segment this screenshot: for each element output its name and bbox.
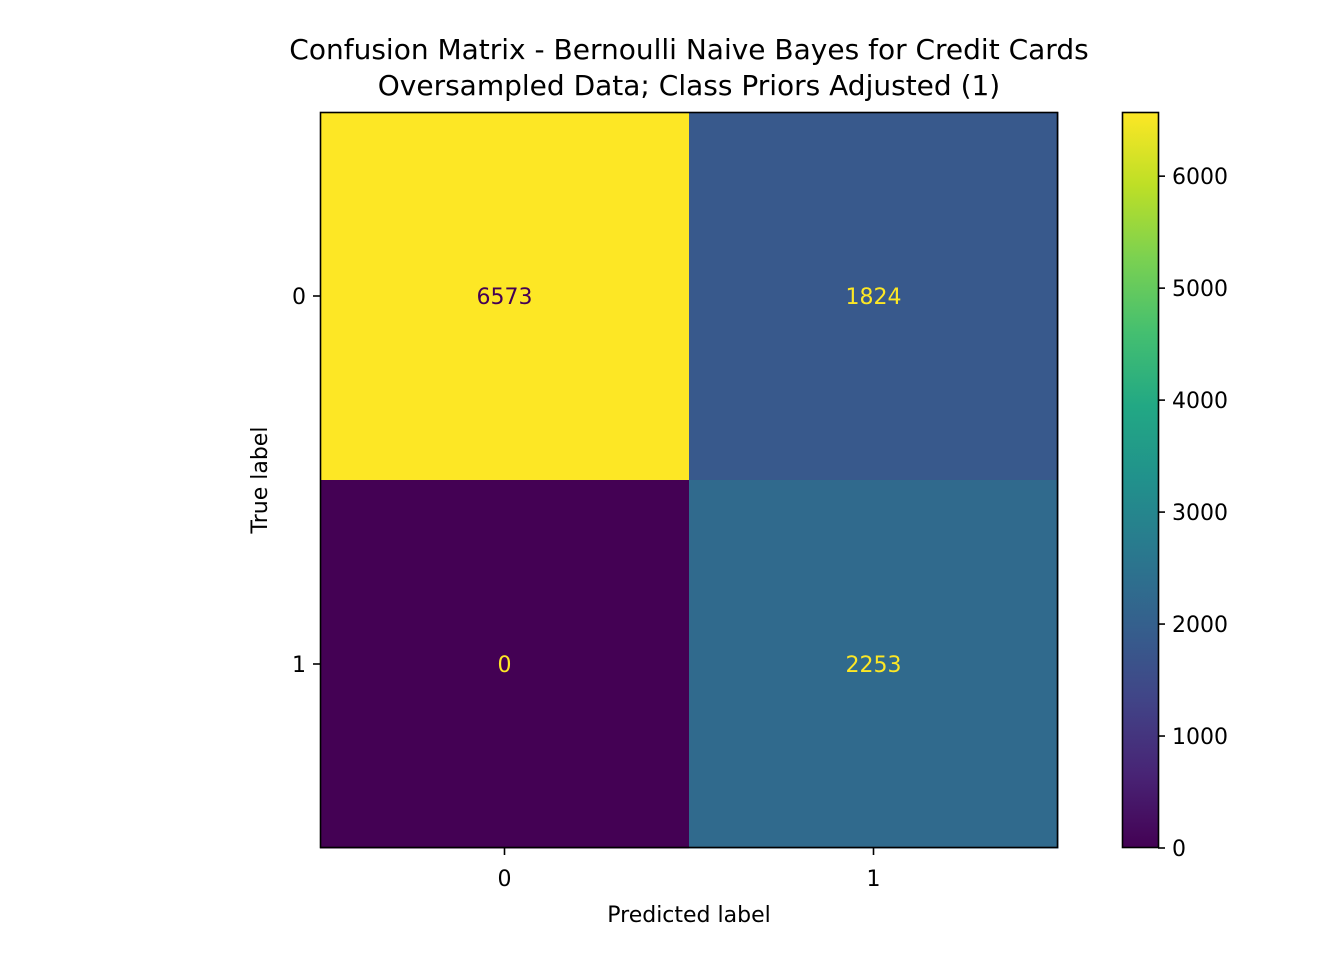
heatmap-cell-r0-c0 xyxy=(320,112,690,481)
heatmap-cell-value-r1-c1: 2253 xyxy=(846,653,902,678)
colorbar-tick-label-5000: 5000 xyxy=(1172,277,1228,302)
colorbar-tick-label-0: 0 xyxy=(1172,837,1186,862)
x-axis-label: Predicted label xyxy=(607,903,770,928)
heatmap-cell-value-r0-c0: 6573 xyxy=(477,285,533,310)
colorbar-frame xyxy=(1121,111,1160,849)
colorbar-tick-label-3000: 3000 xyxy=(1172,501,1228,526)
x-tick-label-0: 0 xyxy=(498,867,512,892)
y-axis: 01 xyxy=(292,285,320,678)
colorbar-tick-label-2000: 2000 xyxy=(1172,613,1228,638)
colorbar-tick-label-1000: 1000 xyxy=(1172,725,1228,750)
colorbar-gradient xyxy=(1122,112,1158,848)
chart-title-line-1: Confusion Matrix - Bernoulli Naive Bayes… xyxy=(289,33,1088,66)
heatmap-cell-value-r1-c0: 0 xyxy=(498,653,512,678)
plot-frame xyxy=(319,111,1059,849)
heatmap-cells xyxy=(320,112,1059,849)
colorbar-tick-label-6000: 6000 xyxy=(1172,165,1228,190)
colorbar: 0 1000 2000 3000 4000 5000 6000 xyxy=(1121,111,1228,862)
y-tick-label-0: 0 xyxy=(292,285,306,310)
heatmap-cell-r1-c1 xyxy=(689,480,1059,849)
heatmap-cell-value-r0-c1: 1824 xyxy=(846,285,902,310)
y-tick-label-1: 1 xyxy=(292,653,306,678)
y-axis-label: True label xyxy=(248,427,273,535)
colorbar-tick-label-4000: 4000 xyxy=(1172,389,1228,414)
heatmap-cell-r0-c1 xyxy=(689,112,1059,481)
heatmap-cell-r1-c0 xyxy=(320,480,690,849)
x-tick-label-1: 1 xyxy=(867,867,881,892)
heatmap-cell-labels: 6573 1824 0 2253 xyxy=(477,285,902,678)
colorbar-ticks: 0 1000 2000 3000 4000 5000 6000 xyxy=(1158,165,1228,862)
chart-title-line-2: Oversampled Data; Class Priors Adjusted … xyxy=(378,69,1000,102)
